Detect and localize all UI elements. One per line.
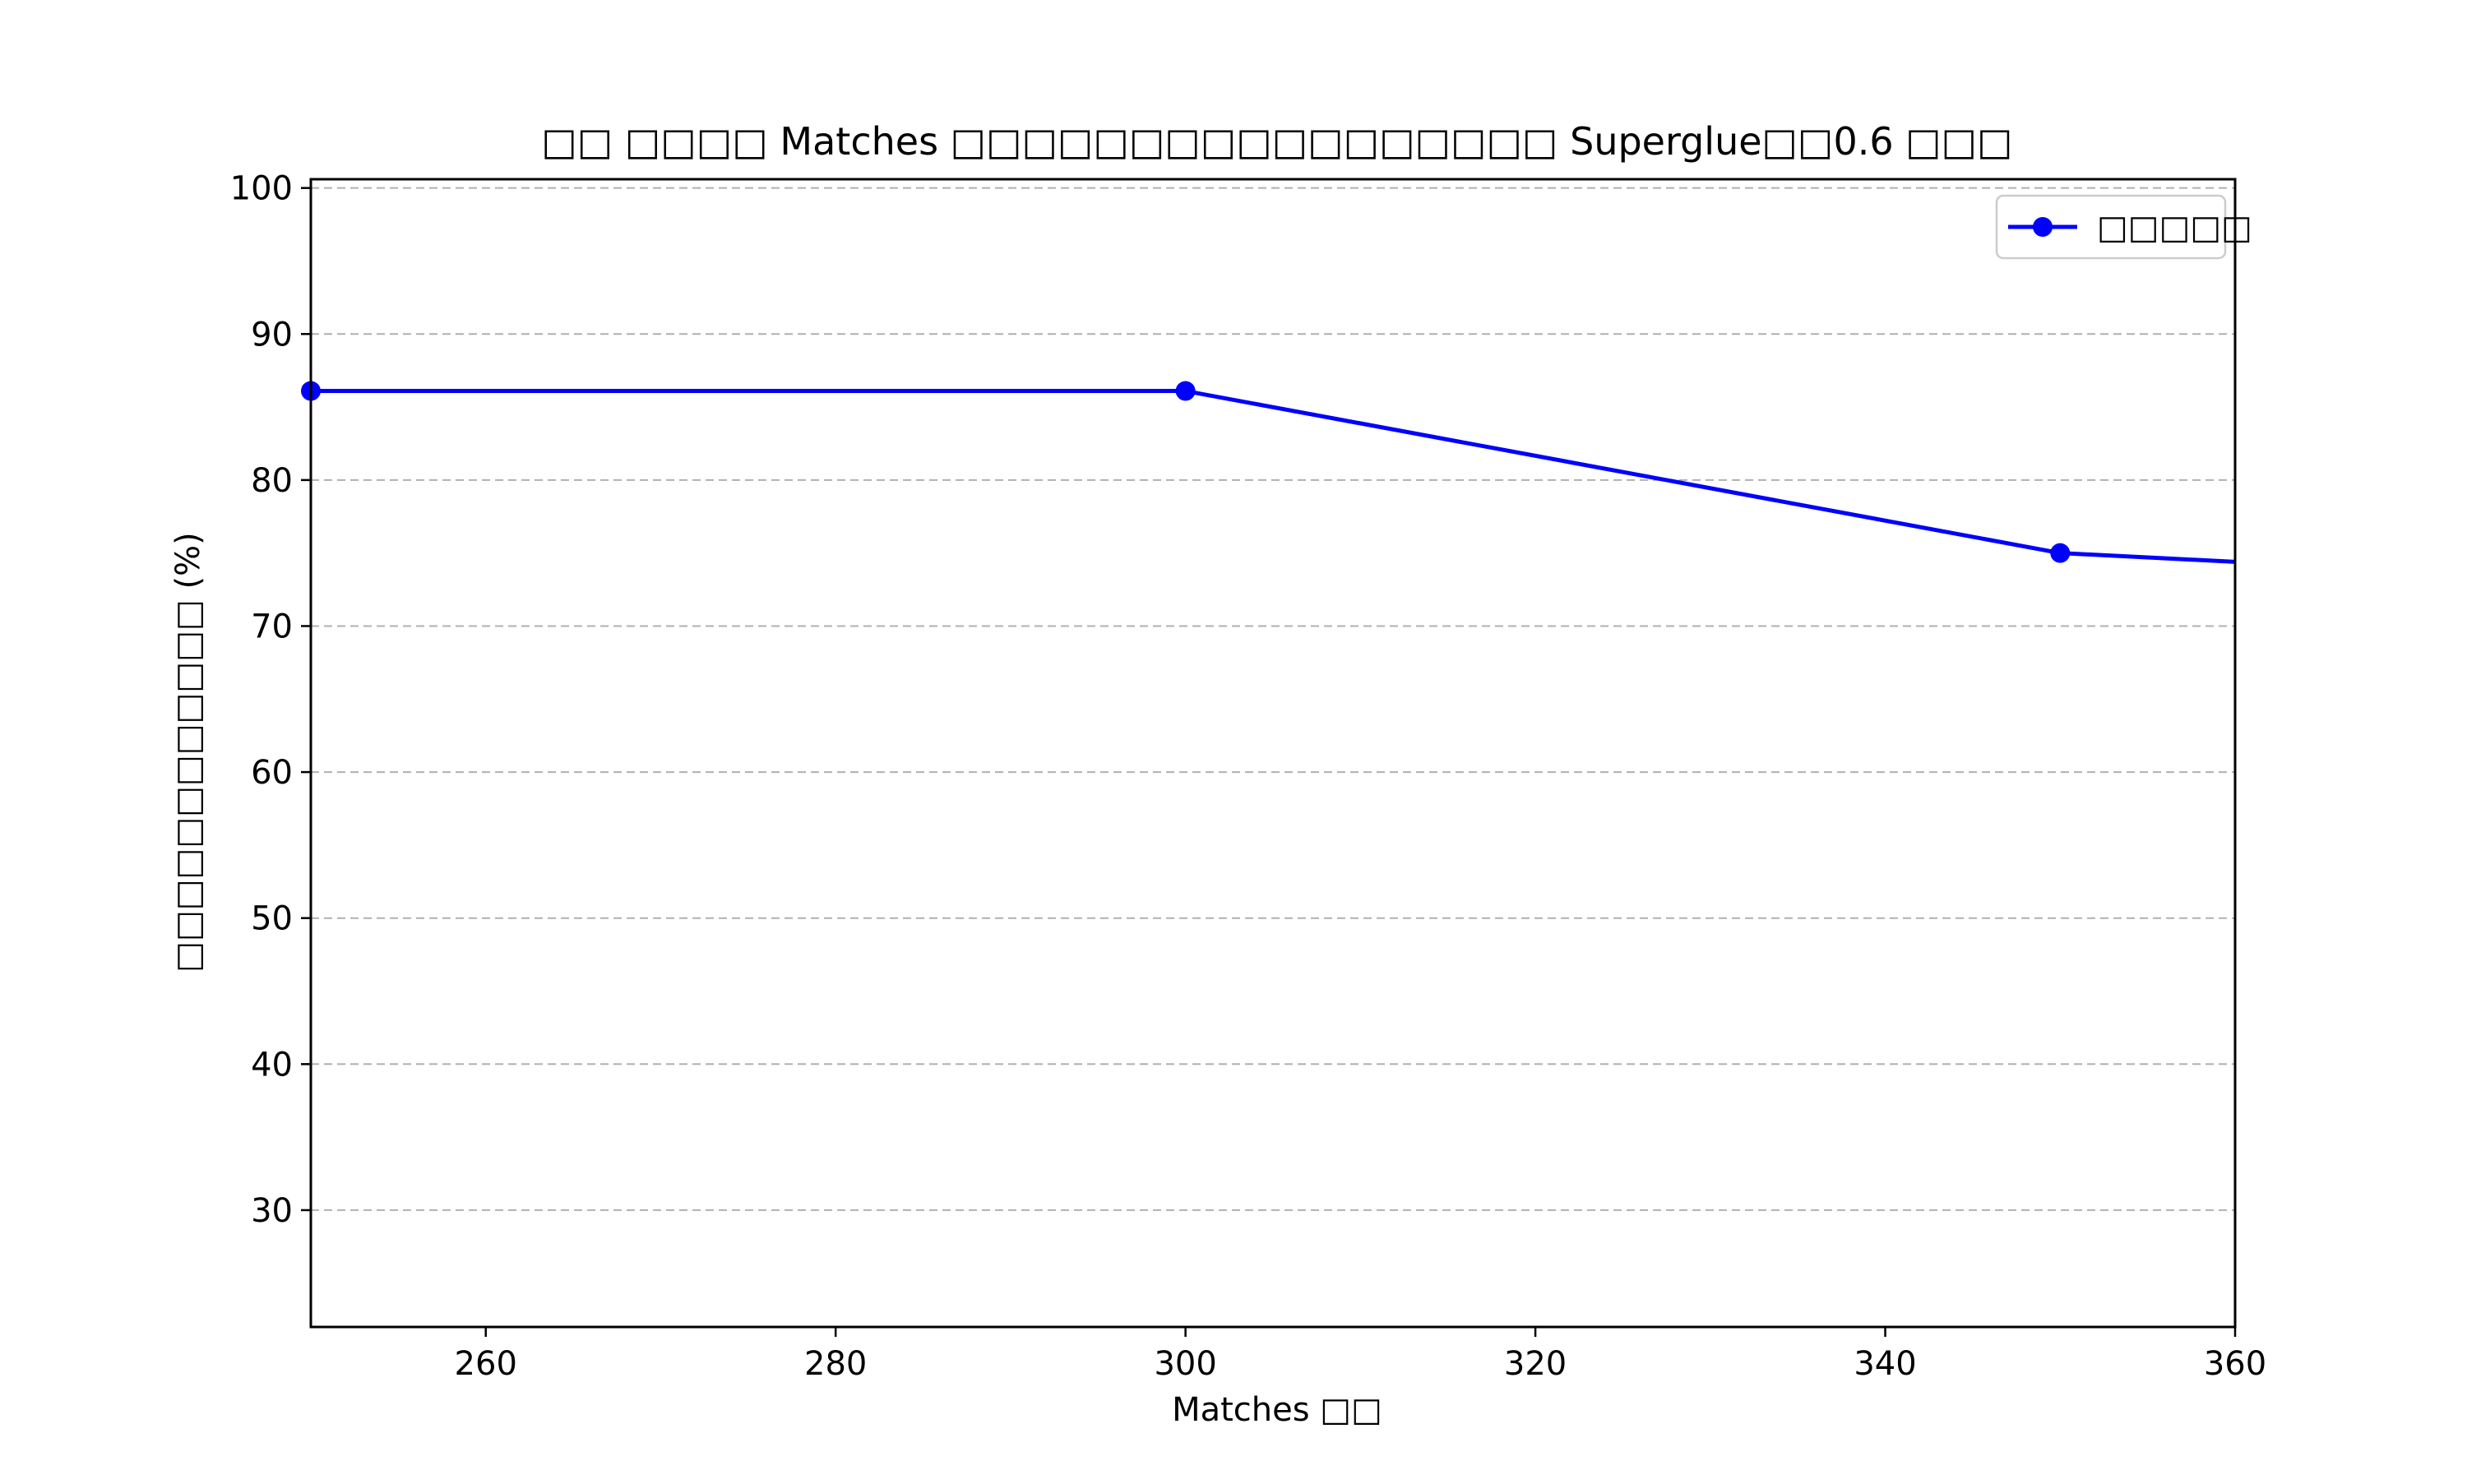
chart-title: □□ □□□□ Matches □□□□□□□□□□□□□□□□□ Superg… xyxy=(541,119,2012,164)
legend-label: □□□□□ xyxy=(2097,209,2252,247)
y-tick-label: 50 xyxy=(251,900,293,938)
legend: □□□□□ xyxy=(1995,194,2252,260)
legend-box xyxy=(1995,194,2227,260)
y-tick-label: 40 xyxy=(251,1046,293,1084)
y-tick-label: 90 xyxy=(251,316,293,354)
x-tick-label: 320 xyxy=(1504,1345,1567,1383)
y-axis-label: □□□□□□□□□□□□ (%) xyxy=(169,532,207,972)
x-tick-label: 260 xyxy=(455,1345,517,1383)
data-point xyxy=(1175,381,1196,401)
x-tick-label: 300 xyxy=(1154,1345,1216,1383)
axes: 30 40 50 60 70 80 90 100 260 280 300 320 340 360 xyxy=(230,170,2267,1383)
series-layer xyxy=(301,381,2236,564)
series-line xyxy=(311,389,2236,564)
y-tick-label: 80 xyxy=(251,462,293,500)
grid-lines xyxy=(311,187,2235,1211)
x-axis-label: Matches □□ xyxy=(1172,1391,1382,1429)
legend-marker xyxy=(2033,217,2053,237)
y-tick-label: 30 xyxy=(251,1192,293,1230)
data-point xyxy=(2050,543,2071,563)
x-tick-label: 360 xyxy=(2204,1345,2266,1383)
y-tick-label: 60 xyxy=(251,754,293,792)
x-tick-label: 340 xyxy=(1854,1345,1916,1383)
y-tick-label: 70 xyxy=(251,608,293,645)
plot-frame xyxy=(309,178,2237,1329)
x-tick-label: 280 xyxy=(804,1345,867,1383)
y-tick-label: 100 xyxy=(230,170,293,208)
